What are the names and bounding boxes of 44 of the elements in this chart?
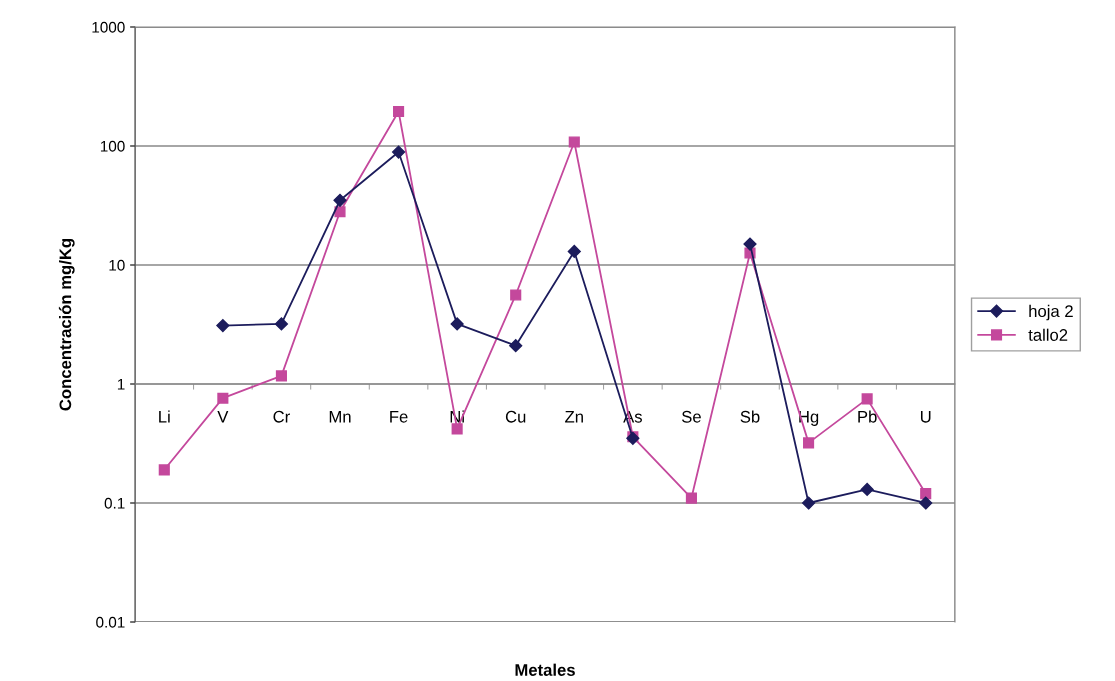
point <box>509 339 523 353</box>
point <box>920 488 932 500</box>
point <box>568 136 580 148</box>
x-tick-label: Sb <box>740 410 760 423</box>
y-tick-label: 1 <box>117 379 125 390</box>
point <box>391 145 406 159</box>
point <box>274 317 289 331</box>
x-tick-label: Cr <box>273 410 290 423</box>
y-tick-label: 100 <box>100 140 125 152</box>
point <box>334 206 346 218</box>
x-tick-label: Li <box>159 410 170 423</box>
y-tick-label: 0.01 <box>96 616 125 628</box>
legend-label: tallo2 <box>1028 328 1068 341</box>
point <box>275 370 287 382</box>
x-tick-label: Fe <box>390 411 408 423</box>
x-tick-label: Cu <box>505 410 526 423</box>
point <box>860 482 874 497</box>
x-axis-title: Metales <box>515 663 575 676</box>
legend-label: hoja 2 <box>1029 304 1073 321</box>
point <box>567 244 581 259</box>
point <box>685 492 697 504</box>
point <box>217 392 229 404</box>
y-axis-title: Concentración mg/Kg <box>58 239 75 411</box>
point <box>158 464 170 476</box>
point <box>333 193 347 207</box>
x-tick-label: Zn <box>565 411 583 423</box>
x-tick-label: Mn <box>329 411 351 423</box>
point <box>393 105 405 118</box>
point <box>919 496 933 510</box>
x-tick-label: U <box>920 411 931 423</box>
point <box>450 317 464 331</box>
point <box>451 423 463 435</box>
y-tick-label: 0.1 <box>104 497 125 509</box>
x-tick-label: Se <box>681 410 701 423</box>
x-tick-label: V <box>217 411 229 423</box>
point <box>216 318 230 333</box>
point <box>510 289 522 301</box>
point <box>801 496 816 510</box>
x-tick-label: Pb <box>858 410 877 423</box>
y-tick-label: 1000 <box>92 21 125 33</box>
point <box>743 237 757 251</box>
point <box>803 437 815 449</box>
point <box>861 393 873 405</box>
y-tick-label: 10 <box>109 259 125 271</box>
